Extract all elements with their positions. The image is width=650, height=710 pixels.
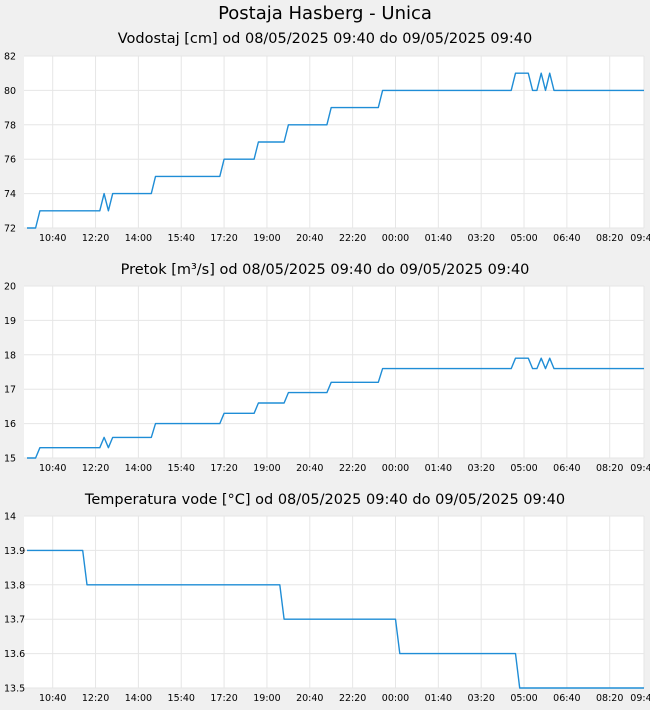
y-tick-label: 19 xyxy=(4,316,16,327)
x-tick-label: 20:40 xyxy=(296,463,323,474)
x-tick-label: 08:20 xyxy=(596,463,623,474)
y-tick-label: 18 xyxy=(4,350,16,361)
x-tick-label: 09:40 xyxy=(630,463,650,474)
y-tick-label: 17 xyxy=(4,385,16,396)
y-tick-label: 13.9 xyxy=(4,546,25,557)
x-tick-label: 06:40 xyxy=(553,233,580,244)
x-tick-label: 09:40 xyxy=(630,693,650,704)
x-tick-label: 19:00 xyxy=(253,233,280,244)
y-tick-label: 78 xyxy=(4,120,16,131)
x-tick-label: 06:40 xyxy=(553,463,580,474)
plot-area xyxy=(24,516,644,688)
x-tick-label: 01:40 xyxy=(425,233,452,244)
series-line xyxy=(27,72,644,229)
x-tick-label: 14:00 xyxy=(125,693,152,704)
x-tick-label: 09:40 xyxy=(630,233,650,244)
chart-title-temperatura: Temperatura vode [°C] od 08/05/2025 09:4… xyxy=(84,492,566,508)
chart-temperatura: 13.5 13.6 13.7 13.8 13.9 14 10:40 12:20 14:00 15:… xyxy=(4,512,650,705)
x-tick-label: 17:20 xyxy=(210,233,237,244)
y-tick-label: 15 xyxy=(4,454,16,465)
x-tick-label: 12:20 xyxy=(82,233,109,244)
x-tick-label: 10:40 xyxy=(39,693,66,704)
y-tick-label: 13.6 xyxy=(4,649,25,660)
chart-title-vodostaj: Vodostaj [cm] od 08/05/2025 09:40 do 09/… xyxy=(117,31,533,47)
x-tick-label: 08:20 xyxy=(596,233,623,244)
y-tick-label: 82 xyxy=(4,52,16,63)
x-tick-label: 05:00 xyxy=(510,233,537,244)
x-tick-label: 14:00 xyxy=(125,463,152,474)
x-tick-label: 15:40 xyxy=(168,233,195,244)
x-tick-label: 08:20 xyxy=(596,693,623,704)
x-tick-label: 05:00 xyxy=(510,463,537,474)
x-tick-label: 03:20 xyxy=(467,233,494,244)
series-line xyxy=(27,357,644,459)
y-tick-label: 13.8 xyxy=(4,580,25,591)
x-tick-label: 06:40 xyxy=(553,693,580,704)
x-tick-label: 17:20 xyxy=(210,693,237,704)
x-tick-label: 10:40 xyxy=(39,463,66,474)
chart-vodostaj: 72 74 76 78 80 82 10:40 12:20 14:00 15:40 17:20 19:… xyxy=(4,52,650,245)
x-tick-label: 15:40 xyxy=(168,693,195,704)
x-tick-label: 22:20 xyxy=(339,233,366,244)
y-tick-label: 16 xyxy=(4,419,16,430)
x-tick-label: 10:40 xyxy=(39,233,66,244)
x-tick-label: 22:20 xyxy=(339,693,366,704)
y-tick-label: 13.7 xyxy=(4,615,25,626)
x-tick-label: 14:00 xyxy=(125,233,152,244)
x-tick-label: 01:40 xyxy=(425,693,452,704)
x-tick-label: 00:00 xyxy=(382,693,409,704)
x-tick-label: 15:40 xyxy=(168,463,195,474)
x-tick-label: 20:40 xyxy=(296,233,323,244)
x-tick-label: 22:20 xyxy=(339,463,366,474)
chart-pretok: 15 16 17 18 19 20 10:40 12:20 14:00 15:40 17:20 19:… xyxy=(4,282,650,475)
y-tick-label: 14 xyxy=(4,512,16,523)
y-tick-label: 20 xyxy=(4,282,16,293)
x-tick-label: 19:00 xyxy=(253,693,280,704)
y-tick-label: 13.5 xyxy=(4,684,25,695)
x-tick-label: 20:40 xyxy=(296,693,323,704)
x-tick-label: 00:00 xyxy=(382,233,409,244)
series-line xyxy=(27,549,644,689)
y-tick-label: 76 xyxy=(4,155,16,166)
y-tick-label: 80 xyxy=(4,86,16,97)
x-tick-label: 05:00 xyxy=(510,693,537,704)
y-tick-label: 72 xyxy=(4,224,16,235)
y-tick-label: 74 xyxy=(4,189,16,200)
plot-area xyxy=(24,56,644,228)
chart-title-pretok: Pretok [m³/s] od 08/05/2025 09:40 do 09/… xyxy=(120,262,530,278)
x-tick-label: 03:20 xyxy=(467,693,494,704)
x-tick-label: 00:00 xyxy=(382,463,409,474)
x-tick-label: 01:40 xyxy=(425,463,452,474)
x-tick-label: 17:20 xyxy=(210,463,237,474)
page-title: Postaja Hasberg - Unica xyxy=(218,3,432,24)
x-tick-label: 19:00 xyxy=(253,463,280,474)
plot-area xyxy=(24,286,644,458)
x-tick-label: 12:20 xyxy=(82,693,109,704)
x-tick-label: 12:20 xyxy=(82,463,109,474)
x-tick-label: 03:20 xyxy=(467,463,494,474)
